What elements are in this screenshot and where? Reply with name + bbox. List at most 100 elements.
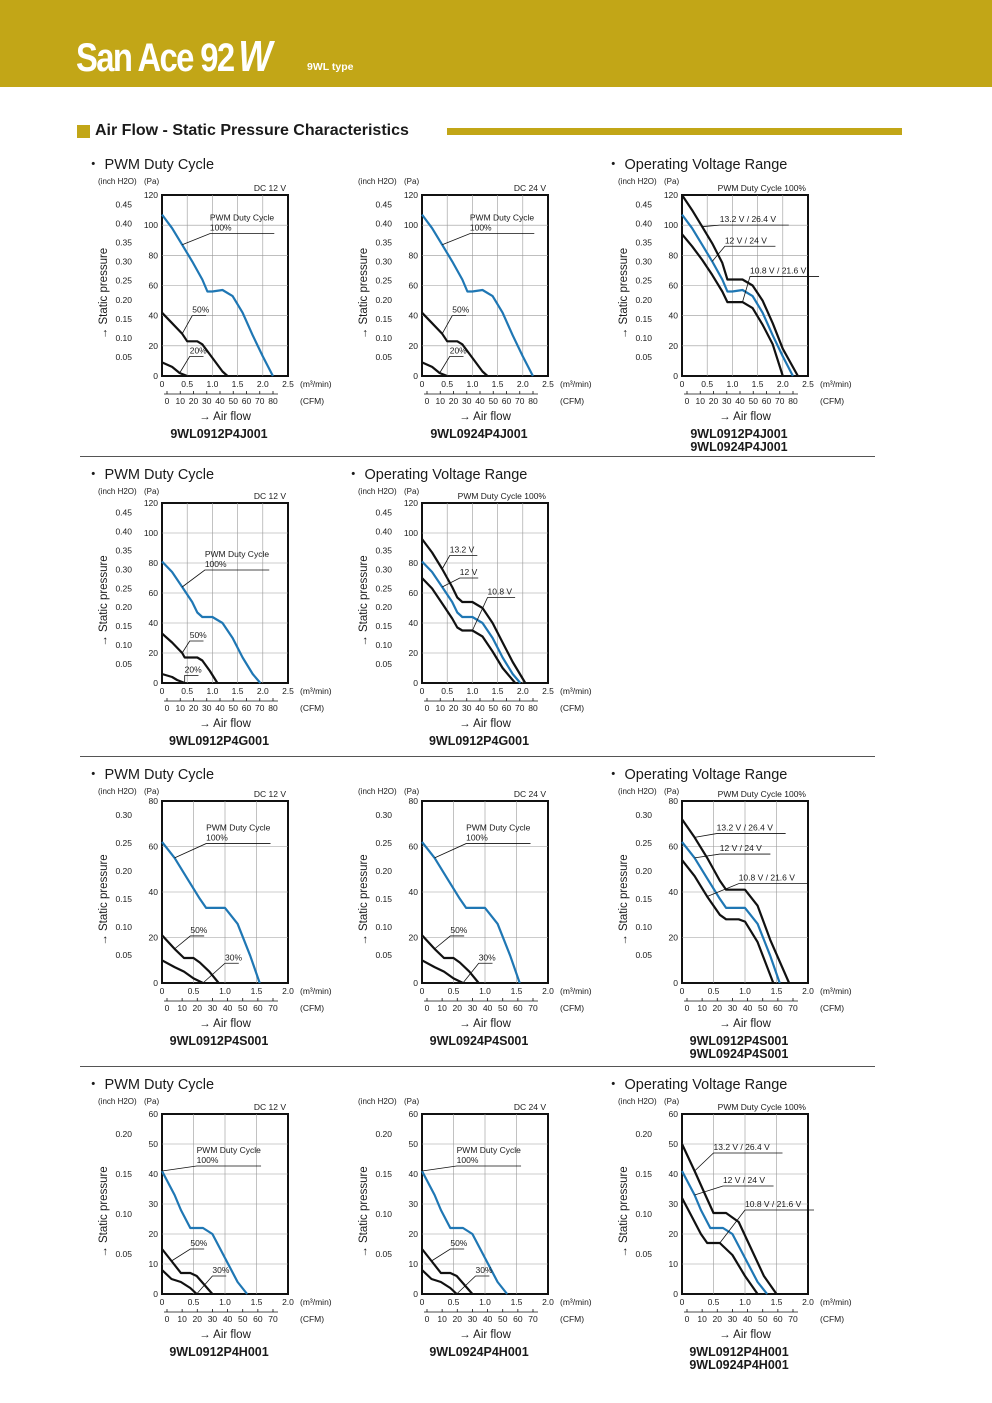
y-tick-label-inch: 0.40 bbox=[375, 526, 392, 536]
section-title: Air Flow - Static Pressure Characteristi… bbox=[95, 122, 409, 139]
x-tick-label: 1.0 bbox=[739, 986, 751, 996]
series-leader bbox=[719, 1209, 814, 1244]
model-number: 9WL0924P4J001 bbox=[690, 440, 787, 454]
y-tick-label-pa: 0 bbox=[153, 1289, 158, 1299]
y-tick-label-pa: 10 bbox=[149, 1259, 159, 1269]
series-line-1 bbox=[421, 1170, 508, 1295]
y-tick-label-inch: 0.25 bbox=[115, 583, 132, 593]
cfm-tick-label: 60 bbox=[253, 1003, 263, 1013]
chart-title: ・ Operating Voltage Range bbox=[606, 767, 787, 783]
cfm-tick-label: 50 bbox=[229, 703, 239, 713]
y-tick-label-pa: 30 bbox=[669, 1199, 679, 1209]
series-leader bbox=[694, 1185, 774, 1196]
cfm-tick-label: 30 bbox=[468, 1314, 478, 1324]
cfm-tick-label: 0 bbox=[165, 1003, 170, 1013]
y-tick-label-pa: 40 bbox=[149, 618, 159, 628]
y-tick-label-inch: 0.30 bbox=[115, 564, 132, 574]
cfm-tick-label: 20 bbox=[453, 1003, 463, 1013]
chart-subtitle: DC 12 V bbox=[254, 1102, 286, 1112]
series-label: 50% bbox=[450, 925, 467, 935]
cfm-tick-label: 50 bbox=[758, 1314, 768, 1324]
chart-7: (inch H2O) (Pa) DC 24 V 0 0.5 1.0 1.5 2.0 0 20 40 6… bbox=[358, 787, 592, 1048]
y-axis-label: → Static pressure bbox=[98, 555, 110, 646]
cfm-tick-label: 30 bbox=[208, 1003, 218, 1013]
model-number: 9WL0912P4H001 bbox=[689, 1345, 788, 1359]
y-tick-label-pa: 100 bbox=[404, 528, 418, 538]
y-tick-label-pa: 0 bbox=[153, 371, 158, 381]
y-tick-label-inch: 0.05 bbox=[115, 659, 132, 669]
chart-subtitle: PWM Duty Cycle 100% bbox=[718, 789, 807, 799]
y-tick-label-pa: 40 bbox=[149, 1169, 159, 1179]
x-tick-label: 2.5 bbox=[542, 686, 554, 696]
x-unit-cfm: (CFM) bbox=[560, 1003, 584, 1013]
series-label: 10.8 V bbox=[488, 587, 513, 597]
y-tick-label-inch: 0.05 bbox=[115, 950, 132, 960]
series-leader bbox=[161, 1165, 262, 1172]
x-tick-label: 0.5 bbox=[188, 986, 200, 996]
model-number: 9WL0924P4S001 bbox=[430, 1034, 529, 1048]
y-tick-label-inch: 0.45 bbox=[375, 200, 392, 210]
cfm-tick-label: 70 bbox=[268, 1314, 278, 1324]
series-label: 50% bbox=[190, 925, 207, 935]
cfm-tick-label: 10 bbox=[177, 1003, 187, 1013]
y-tick-label-pa: 120 bbox=[404, 498, 418, 508]
y-tick-label-inch: 0.05 bbox=[375, 950, 392, 960]
series-leader bbox=[441, 555, 478, 570]
y-tick-label-pa: 120 bbox=[144, 190, 158, 200]
y-tick-label-pa: 80 bbox=[669, 250, 679, 260]
x-tick-label: 0.5 bbox=[181, 379, 193, 389]
series-line-1 bbox=[161, 841, 261, 984]
x-tick-label: 2.5 bbox=[282, 686, 294, 696]
row-separator bbox=[80, 1066, 875, 1067]
row-separator bbox=[80, 756, 875, 757]
series-label: 50% bbox=[190, 1238, 207, 1248]
x-tick-label: 2.0 bbox=[802, 986, 814, 996]
y-tick-label-inch: 0.10 bbox=[375, 640, 392, 650]
x-tick-label: 2.0 bbox=[542, 1297, 554, 1307]
cfm-tick-label: 50 bbox=[489, 396, 499, 406]
cfm-tick-label: 60 bbox=[253, 1314, 263, 1324]
y-tick-label-inch: 0.20 bbox=[115, 1129, 132, 1139]
y-unit-inch: (inch H2O) bbox=[618, 1097, 657, 1106]
y-axis-label: → Static pressure bbox=[618, 1166, 630, 1257]
y-unit-pa: (Pa) bbox=[144, 1097, 159, 1106]
y-tick-label-pa: 60 bbox=[149, 281, 159, 291]
y-unit-inch: (inch H2O) bbox=[358, 487, 397, 496]
y-tick-label-pa: 40 bbox=[669, 1169, 679, 1179]
cfm-tick-label: 60 bbox=[502, 703, 512, 713]
y-tick-label-pa: 40 bbox=[669, 887, 679, 897]
y-tick-label-inch: 0.10 bbox=[115, 333, 132, 343]
series-leader bbox=[472, 597, 516, 631]
cfm-tick-label: 40 bbox=[475, 703, 485, 713]
cfm-tick-label: 50 bbox=[498, 1003, 508, 1013]
y-axis-label: → Static pressure bbox=[98, 1166, 110, 1257]
chart-2: (inch H2O) (Pa) DC 24 V 0 0.5 1.0 1.5 2.0 2.5 0 20… bbox=[358, 177, 592, 441]
y-tick-label-pa: 40 bbox=[149, 887, 159, 897]
y-tick-label-pa: 50 bbox=[149, 1139, 159, 1149]
y-unit-inch: (inch H2O) bbox=[358, 787, 397, 796]
y-unit-inch: (inch H2O) bbox=[618, 787, 657, 796]
y-tick-label-inch: 0.25 bbox=[635, 838, 652, 848]
y-tick-label-inch: 0.15 bbox=[635, 894, 652, 904]
x-tick-label: 1.0 bbox=[466, 379, 478, 389]
model-number: 9WL0924P4H001 bbox=[429, 1345, 528, 1359]
y-unit-pa: (Pa) bbox=[404, 787, 419, 796]
x-axis-label: → Air flow bbox=[199, 1018, 251, 1030]
chart-subtitle: DC 12 V bbox=[254, 491, 286, 501]
x-tick-label: 0.5 bbox=[441, 686, 453, 696]
cfm-tick-label: 40 bbox=[223, 1314, 233, 1324]
x-axis-label: → Air flow bbox=[199, 718, 251, 730]
brand-logo: San Ace 92 W bbox=[76, 32, 272, 82]
x-tick-label: 0 bbox=[680, 379, 685, 389]
x-tick-label: 0.5 bbox=[701, 379, 713, 389]
y-tick-label-inch: 0.05 bbox=[635, 1249, 652, 1259]
cfm-tick-label: 0 bbox=[165, 703, 170, 713]
y-unit-pa: (Pa) bbox=[404, 177, 419, 186]
y-axis-label: → Static pressure bbox=[358, 854, 370, 945]
series-label: 13.2 V / 26.4 V bbox=[714, 1142, 771, 1152]
cfm-tick-label: 0 bbox=[165, 396, 170, 406]
series-line-2 bbox=[421, 1248, 474, 1295]
series-leader bbox=[439, 355, 464, 374]
y-tick-label-pa: 60 bbox=[669, 842, 679, 852]
y-tick-label-inch: 0.10 bbox=[375, 1209, 392, 1219]
